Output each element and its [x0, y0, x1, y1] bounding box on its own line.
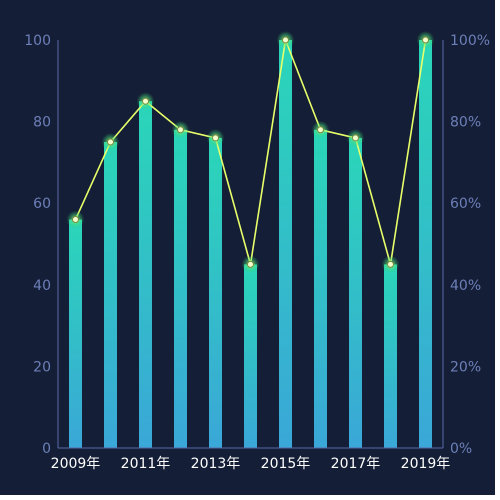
bar — [104, 142, 117, 448]
line-marker — [107, 138, 114, 146]
y-tick-label: 60 — [33, 196, 51, 212]
bar — [384, 264, 397, 448]
bar — [279, 40, 292, 448]
bar — [69, 219, 82, 448]
y-tick-label: 40 — [33, 278, 51, 294]
line-marker — [422, 36, 429, 44]
x-tick-label: 2019年 — [401, 456, 451, 472]
bar — [174, 129, 187, 448]
line-marker — [72, 216, 79, 224]
axes — [57, 40, 444, 449]
y2-tick-label: 0% — [450, 441, 472, 457]
bar — [244, 264, 257, 448]
y-tick-label: 100 — [24, 33, 51, 49]
tick-labels: 0 20 40 60 80 100 0% 20% 40% 60% 80% 100% 2009年 2011年… — [24, 33, 490, 472]
y-tick-label: 20 — [33, 359, 51, 375]
y2-tick-label: 40% — [450, 278, 481, 294]
line-marker — [212, 134, 219, 142]
y-tick-label: 80 — [33, 115, 51, 131]
line-marker — [177, 126, 184, 134]
line-marker — [317, 126, 324, 134]
line-marker — [352, 134, 359, 142]
x-tick-label: 2015年 — [261, 456, 311, 472]
bar — [314, 129, 327, 448]
y2-tick-label: 80% — [450, 115, 481, 131]
bar — [349, 137, 362, 449]
y-tick-label: 0 — [42, 441, 51, 457]
bar — [419, 40, 432, 448]
bar-series — [69, 40, 432, 449]
line-marker — [247, 260, 254, 268]
y2-tick-label: 20% — [450, 359, 481, 375]
line-marker — [142, 97, 149, 105]
x-tick-label: 2017年 — [331, 456, 381, 472]
line-marker — [387, 260, 394, 268]
x-tick-label: 2013年 — [191, 456, 241, 472]
x-tick-label: 2011年 — [121, 456, 171, 472]
bar — [209, 137, 222, 449]
line-marker — [282, 36, 289, 44]
line-series — [66, 31, 435, 274]
line-path — [74, 36, 427, 265]
y2-tick-label: 100% — [450, 33, 490, 49]
bar — [139, 101, 152, 448]
x-tick-label: 2009年 — [51, 456, 101, 472]
y2-tick-label: 60% — [450, 196, 481, 212]
